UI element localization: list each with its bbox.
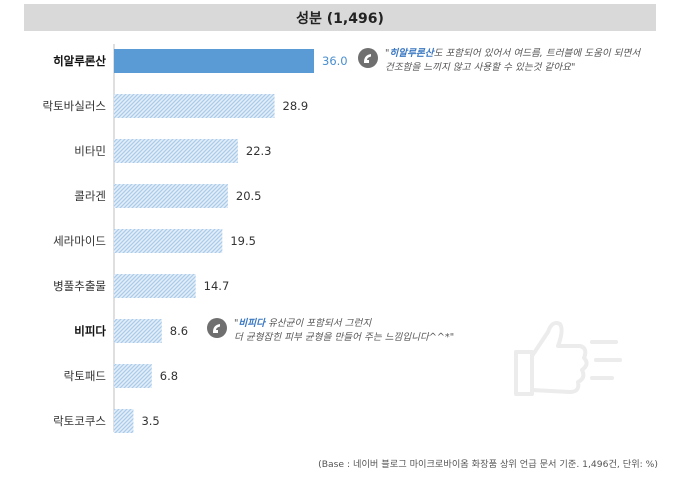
category-label: 히알루론산 [53,54,106,68]
bar-세라마이드 [114,229,223,253]
value-label: 28.9 [283,99,309,113]
quote-bifida: "비피다 유산균이 포함되서 그런지 더 균형잡힌 피부 균형을 만들어 주는 … [206,317,454,345]
footnote: (Base : 네이버 블로그 마이크로바이옴 화장품 상위 언급 문서 기준.… [318,459,658,470]
bar-비타민 [114,139,238,163]
bar-비피다 [114,319,162,343]
category-label: 병풀추출물 [53,279,106,293]
quote-keyword: 히알루론산 [389,48,434,59]
category-label: 세라마이드 [53,234,106,248]
quote-text: "비피다 유산균이 포함되서 그런지 더 균형잡힌 피부 균형을 만들어 주는 … [234,318,455,343]
bar-락토코쿠스 [114,409,134,433]
category-label: 락토코쿠스 [53,414,106,428]
bar-락토바실러스 [114,94,275,118]
value-label: 20.5 [236,189,262,203]
chart-title-text: 성분 (1,496) [296,10,384,27]
quote-bubble-icon [207,318,227,338]
category-label: 락토패드 [64,369,106,383]
value-label: 8.6 [170,324,188,338]
value-label: 19.5 [230,234,256,248]
bar-히알루론산 [114,49,314,73]
quote-bubble-icon [358,48,378,68]
value-label: 14.7 [204,279,230,293]
quote-text: "히알루론산도 포함되어 있어서 여드름, 트러블에 도움이 되면서 건조함을 … [385,48,641,73]
category-label: 락토바실러스 [43,99,106,113]
category-label: 콜라겐 [74,189,106,203]
bar-병풀추출물 [114,274,196,298]
chart-title: 성분 (1,496) [24,4,656,31]
bar-락토패드 [114,364,152,388]
value-label: 6.8 [160,369,178,383]
quote-hyaluronic: "히알루론산도 포함되어 있어서 여드름, 트러블에 도움이 되면서 건조함을 … [357,47,640,75]
value-label: 22.3 [246,144,272,158]
category-label: 비피다 [74,324,106,338]
value-label: 36.0 [322,54,348,68]
value-label: 3.5 [141,414,159,428]
thumbs-up-icon [514,321,622,396]
quote-keyword: 비피다 [238,318,265,329]
bar-콜라겐 [114,184,228,208]
category-label: 비타민 [74,144,106,158]
